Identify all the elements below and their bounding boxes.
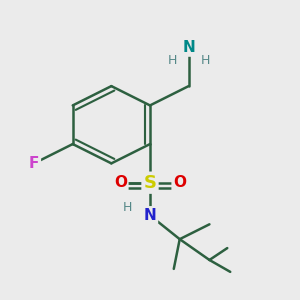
- Text: S: S: [143, 174, 157, 192]
- Text: F: F: [29, 156, 39, 171]
- Text: H: H: [168, 54, 177, 67]
- Text: H: H: [200, 54, 210, 67]
- Text: N: N: [144, 208, 156, 223]
- Text: O: O: [173, 175, 186, 190]
- Text: O: O: [114, 175, 127, 190]
- Text: H: H: [123, 202, 132, 214]
- Text: N: N: [182, 40, 195, 55]
